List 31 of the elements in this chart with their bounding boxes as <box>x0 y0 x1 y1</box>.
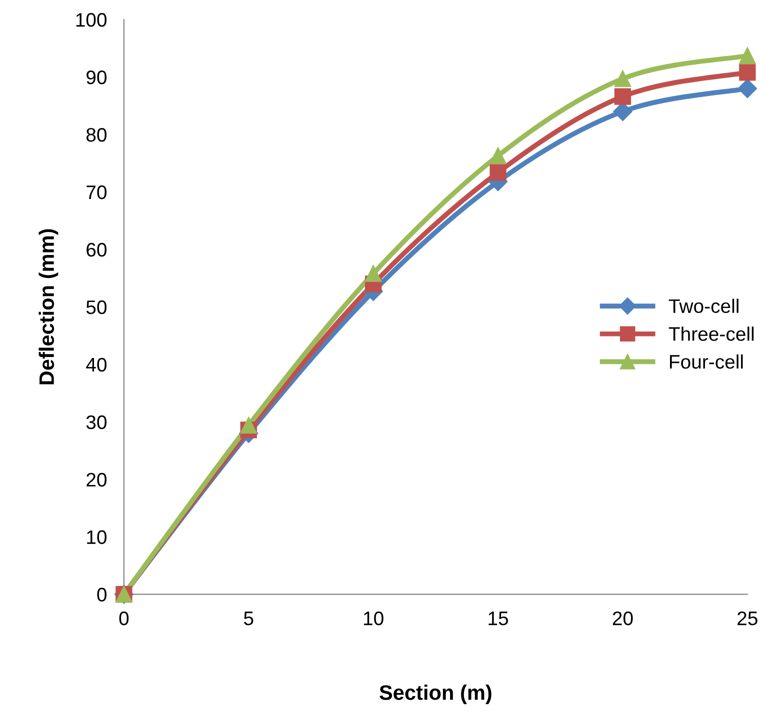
point <box>240 416 257 434</box>
y-tick-label: 30 <box>86 415 107 430</box>
point <box>738 78 757 98</box>
y-tick-label: 50 <box>86 300 107 314</box>
legend-label: Three-cell <box>668 326 754 341</box>
y-tick-label: 60 <box>86 242 107 257</box>
x-tick-label: 10 <box>364 611 384 626</box>
y-tick-label: 0 <box>97 588 107 602</box>
point <box>739 47 756 64</box>
legend-label: Two-cell <box>668 298 738 314</box>
y-tick-label: 10 <box>87 530 107 544</box>
y-tick-label: 40 <box>86 358 107 372</box>
x-tick-label: 0 <box>119 611 129 626</box>
point <box>364 265 382 282</box>
point <box>614 70 632 88</box>
y-tick-label: 100 <box>76 12 107 27</box>
point <box>614 88 632 105</box>
x-axis-title: Section (m) <box>380 684 492 704</box>
point <box>490 164 506 181</box>
x-tick-label: 5 <box>244 612 254 626</box>
point <box>490 147 506 164</box>
x-tick-label: 15 <box>488 612 508 626</box>
legend-label: Four-cell <box>670 354 743 369</box>
y-tick-label: 20 <box>86 472 107 487</box>
y-axis-title: Deflection (mm) <box>38 229 58 384</box>
y-tick-label: 90 <box>86 70 107 84</box>
point <box>739 64 756 81</box>
x-tick-label: 25 <box>738 611 758 626</box>
x-tick-label: 20 <box>612 611 633 626</box>
y-tick-label: 80 <box>86 128 107 142</box>
y-tick-label: 70 <box>86 185 107 200</box>
